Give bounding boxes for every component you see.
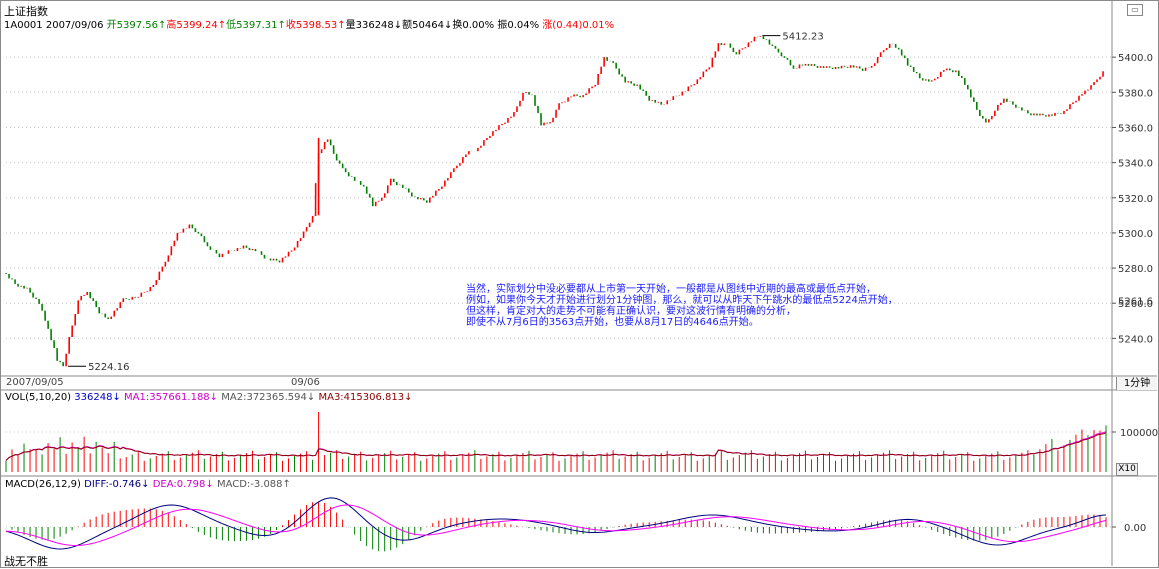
macd-tick-label: 0.00	[1124, 523, 1146, 534]
macd-dea: DEA:0.798↓	[153, 479, 214, 490]
scale-x10-button[interactable]: X10	[1116, 463, 1138, 476]
price-tick-label: 5280.0	[1118, 264, 1153, 275]
vol-tick-label: 100000	[1120, 428, 1158, 439]
annotation-line-1: 当然，实际划分中没必要都从上市第一天开始，一般都是从图线中近期的最高或最低点开始…	[466, 285, 876, 295]
annotation-line-2: 例如，如果你今天才开始进行划分1分钟图，那么，就可以从昨天下午跳水的最低点522…	[466, 296, 898, 306]
price-tick-label: 5340.0	[1118, 159, 1153, 170]
macd-name: MACD(26,12,9)	[5, 479, 81, 490]
macd-header: MACD(26,12,9) DIFF:-0.746↓ DEA:0.798↓ MA…	[5, 479, 291, 490]
footer-label: 战无不胜	[4, 553, 48, 569]
vol-ma2: MA2:372365.594↓	[221, 392, 315, 403]
macd-value: MACD:-3.088↑	[217, 479, 291, 490]
vol-ma3: MA3:415306.813↓	[318, 392, 412, 403]
vol-header: VOL(5,10,20) 336248↓ MA1:357661.188↓ MA2…	[5, 392, 413, 403]
vol-value: 336248↓	[74, 392, 121, 403]
price-tick-label: 5380.0	[1118, 88, 1153, 99]
last-price-label: 5261.6	[1118, 296, 1153, 307]
min-price-label: 5224.16	[88, 362, 129, 373]
vol-name: VOL(5,10,20)	[5, 392, 71, 403]
x-axis-mid-date: 09/06	[291, 377, 320, 388]
max-price-label: 5412.23	[782, 32, 823, 43]
price-tick-label: 5360.0	[1118, 123, 1153, 134]
x-axis-left-date: 2007/09/05	[6, 377, 64, 388]
price-tick-label: 5300.0	[1118, 229, 1153, 240]
price-tick-label: 5320.0	[1118, 194, 1153, 205]
vol-ma2-line	[6, 433, 1106, 461]
vol-ma1-line	[6, 432, 1106, 461]
vol-ma1: MA1:357661.188↓	[124, 392, 218, 403]
price-tick-label: 5240.0	[1118, 334, 1153, 345]
macd-diff: DIFF:-0.746↓	[84, 479, 149, 490]
annotation-line-3: 但这样，肯定对大的走势不可能有正确认识，要对这波行情有明确的分析，	[466, 307, 796, 317]
annotation-line-4: 即使不从7月6日的3563点开始，也要从8月17日的4646点开始。	[466, 318, 759, 328]
period-button[interactable]: 1分钟	[1116, 377, 1157, 390]
macd-dea-line	[6, 505, 1106, 545]
price-tick-label: 5400.0	[1118, 53, 1153, 64]
